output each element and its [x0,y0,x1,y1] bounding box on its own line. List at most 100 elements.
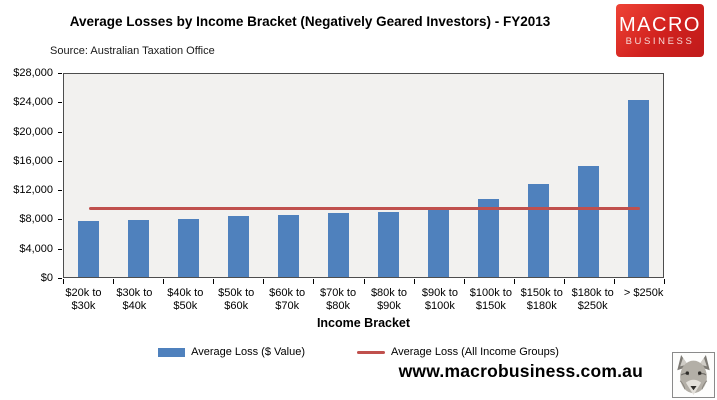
bar-7 [377,212,399,277]
x-category-label: $30k to $40k [109,287,160,313]
x-label-line1: $80k to [370,287,408,299]
x-label-line2: $250k [577,300,608,312]
bar-column [164,219,214,277]
x-category-label: $90k to $100k [414,287,465,313]
bar-2 [128,220,150,277]
bar-column [314,213,364,277]
bar-column [264,215,314,277]
x-category-label: $100k to $150k [465,287,516,313]
x-label-line1: $40k to [167,287,204,299]
bar-column [513,184,563,277]
logo-line2: BUSINESS [625,35,695,47]
bar-6 [328,213,350,277]
x-tick-mark [163,279,164,284]
x-tick-mark [63,279,64,284]
bar-column [114,220,164,277]
x-tick-mark [564,279,565,284]
x-tick-mark [313,279,314,284]
y-tick-mark [58,102,62,103]
y-tick-label: $16,000 [13,155,53,167]
bar-3 [178,219,200,277]
legend-item-line: Average Loss (All Income Groups) [357,346,559,358]
macrobusiness-logo: MACRO BUSINESS [616,4,704,57]
x-category-label: $80k to $90k [364,287,415,313]
bar-5 [278,215,300,277]
x-label-line2: $80k [326,300,350,312]
x-category-label: $50k to $60k [211,287,262,313]
x-category-label: $70k to $80k [313,287,364,313]
y-tick-label: $4,000 [19,243,53,255]
y-tick-mark [58,219,62,220]
bar-11 [577,166,599,277]
y-tick-label: $28,000 [13,67,53,79]
x-category-label: $20k to $30k [58,287,109,313]
bar-column [463,199,513,277]
bar-8 [427,210,449,277]
y-tick-mark [58,73,62,74]
legend: Average Loss ($ Value) Average Loss (All… [0,345,717,359]
x-label-line1: > $250k [623,287,664,299]
bar-12 [627,100,649,277]
bar-column [364,212,414,277]
x-label-line2: $70k [275,300,300,312]
legend-label: Average Loss ($ Value) [191,346,305,358]
bar-column [613,100,663,277]
x-label-line1: $150k to [520,287,563,299]
y-tick-label: $0 [40,272,53,284]
x-label-line2: $100k [424,300,455,312]
line-swatch-icon [357,350,385,354]
average-reference-line [89,207,640,210]
x-label-line2: $90k [377,300,401,312]
chart-title: Average Losses by Income Bracket (Negati… [69,14,551,29]
x-label-line2: $50k [173,300,198,312]
x-category-label: > $250k [618,287,669,313]
legend-label: Average Loss (All Income Groups) [391,346,559,358]
x-tick-mark [364,279,365,284]
x-category-label: $180k to $250k [567,287,618,313]
x-label-line1: $60k to [269,287,306,299]
bar-10 [527,184,549,277]
bar-column [413,210,463,277]
logo-line1: MACRO [619,13,701,36]
x-label-line1: $30k to [116,287,153,299]
y-tick-mark [58,190,62,191]
legend-item-bars: Average Loss ($ Value) [158,346,305,358]
x-label-line1: $70k to [320,287,357,299]
x-category-label: $60k to $70k [262,287,313,313]
source-note: Source: Australian Taxation Office [50,45,215,57]
bar-column [64,221,114,277]
x-tick-mark [464,279,465,284]
wolf-icon [672,352,715,398]
x-label-line2: $150k [475,300,506,312]
bar-column [214,216,264,277]
y-tick-mark [58,278,62,279]
x-tick-mark [263,279,264,284]
bar-swatch-icon [158,347,186,357]
y-tick-label: $20,000 [13,126,53,138]
y-tick-label: $8,000 [19,213,53,225]
x-tick-mark [664,279,665,284]
bar-1 [78,221,100,277]
website-url: www.macrobusiness.com.au [398,361,643,381]
x-label-line2: $180k [526,300,557,312]
x-label-line1: $20k to [65,287,102,299]
wolf-drawing [677,354,710,396]
x-axis-title: Income Bracket [316,316,411,330]
x-tick-mark [113,279,114,284]
bar-9 [477,199,499,277]
y-tick-label: $24,000 [13,96,53,108]
x-label-line1: $90k to [421,287,458,299]
bar-column [563,166,613,277]
x-category-label: $40k to $50k [160,287,211,313]
x-axis-ticks [63,279,665,284]
x-axis: $20k to $30k $30k to $40k $40k to $50k $50k to… [58,287,669,313]
x-tick-mark [414,279,415,284]
x-label-line2: $40k [122,300,147,312]
x-tick-mark [213,279,214,284]
plot-area [63,73,664,278]
x-label-line1: $180k to [571,287,614,299]
x-label-line1: $100k to [469,287,512,299]
x-tick-mark [514,279,515,284]
x-label-line1: $50k to [218,287,255,299]
